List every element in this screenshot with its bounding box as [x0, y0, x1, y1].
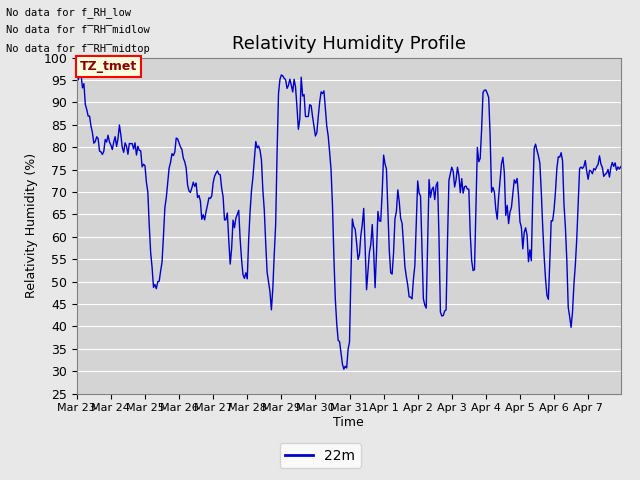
Title: Relativity Humidity Profile: Relativity Humidity Profile — [232, 35, 466, 53]
Legend: 22m: 22m — [280, 443, 360, 468]
X-axis label: Time: Time — [333, 416, 364, 429]
Text: No data for f_RH_low: No data for f_RH_low — [6, 7, 131, 18]
Y-axis label: Relativity Humidity (%): Relativity Humidity (%) — [25, 153, 38, 298]
Text: No data for f̅RH̅midtop: No data for f̅RH̅midtop — [6, 44, 150, 54]
Text: No data for f̅RH̅midlow: No data for f̅RH̅midlow — [6, 25, 150, 36]
Text: TZ_tmet: TZ_tmet — [80, 60, 137, 73]
